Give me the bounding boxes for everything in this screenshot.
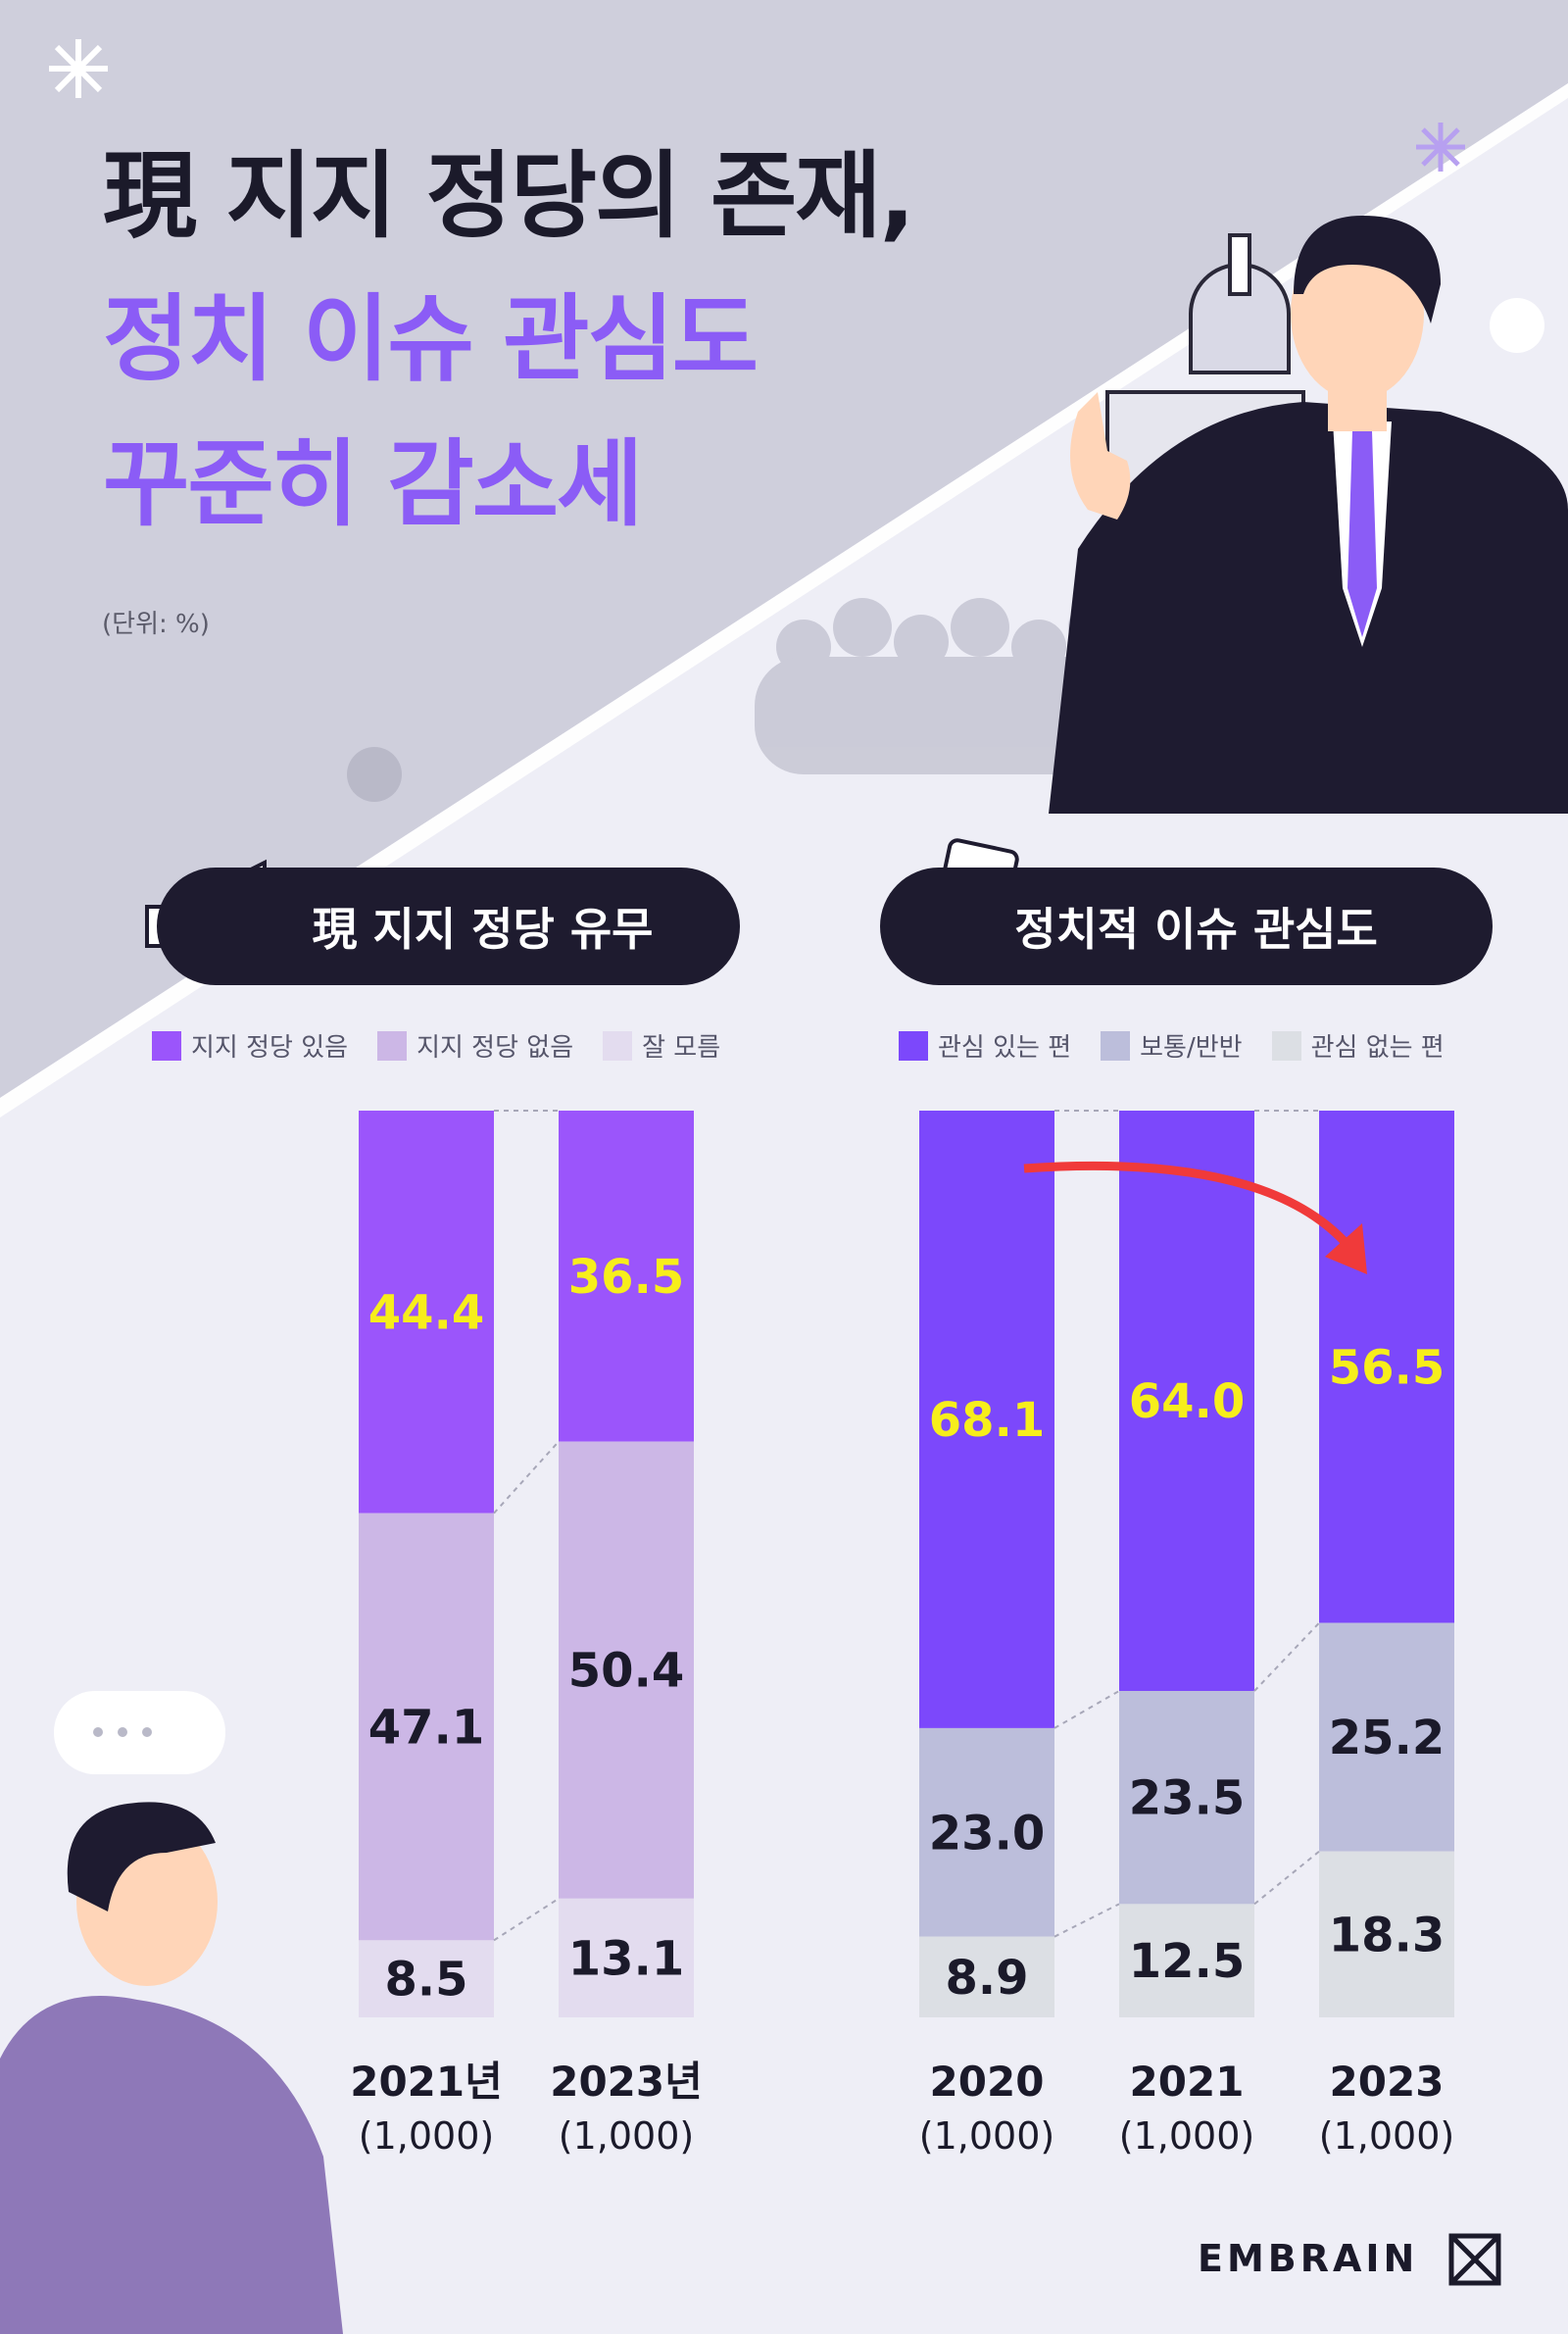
data-label: 23.0 [929, 1806, 1045, 1861]
chart2-title-pill: 정치적 이슈 관심도 [880, 868, 1493, 985]
brand-logo-text: EMBRAIN [1198, 2237, 1419, 2280]
category-label: 2023년 [550, 2058, 703, 2106]
young-man-illustration [0, 1802, 343, 2334]
chart1-title-pill: 現 지지 정당 유무 [157, 868, 740, 985]
snowflake-icon [1416, 123, 1465, 172]
bar-segment [1319, 1851, 1454, 2017]
data-label: 50.4 [568, 1644, 684, 1699]
data-label: 8.9 [945, 1951, 1028, 2006]
bar-segment [1319, 1111, 1454, 1623]
data-label: 23.5 [1129, 1771, 1245, 1826]
data-label: 44.4 [368, 1285, 484, 1340]
data-label: 56.5 [1329, 1340, 1445, 1395]
trend-arrow [1023, 1161, 1351, 1249]
legend-swatch [377, 1030, 408, 1061]
legend-label: 잘 모름 [642, 1033, 721, 1063]
bar-segment [919, 1727, 1054, 1937]
legend-item: 잘 모름 [603, 1027, 720, 1064]
brand-logo-icon [1448, 2233, 1501, 2286]
page-title-line3: 꾸준히 감소세 [103, 429, 643, 539]
chart1-title: 現 지지 정당 유무 [312, 903, 654, 956]
bar-segment [1119, 1111, 1254, 1691]
data-label: 13.1 [568, 1931, 684, 1986]
snowflake-icon [49, 39, 108, 98]
page-title-line1: 現 지지 정당의 존재, [103, 141, 915, 251]
sample-size-label: (1,000) [1119, 2114, 1254, 2158]
data-label: 68.1 [929, 1393, 1045, 1448]
legend-item: 관심 없는 편 [1271, 1027, 1445, 1064]
bar-segment [919, 1936, 1054, 2017]
bar-segment [359, 1940, 494, 2017]
category-label: 2020 [930, 2058, 1045, 2106]
legend-label: 지지 정당 없음 [416, 1033, 574, 1063]
legend-label: 관심 없는 편 [1310, 1033, 1445, 1063]
legend-swatch [899, 1030, 928, 1061]
bar-segment [1119, 1691, 1254, 1905]
data-label: 36.5 [568, 1250, 684, 1305]
unit-note: (단위: %) [102, 610, 210, 639]
legend-item: 보통/반반 [1101, 1027, 1243, 1064]
category-label: 2023 [1330, 2058, 1445, 2106]
data-label: 18.3 [1329, 1908, 1445, 1962]
legend-swatch [152, 1030, 181, 1061]
connector-line [1054, 1690, 1120, 1729]
connector-line [493, 1440, 560, 1515]
legend-item: 지지 정당 있음 [152, 1027, 348, 1064]
bar-segment [559, 1441, 694, 1899]
connector-line [1253, 1850, 1320, 1906]
data-label: 25.2 [1329, 1711, 1445, 1765]
bar-segment [559, 1898, 694, 2017]
data-label: 47.1 [368, 1701, 484, 1756]
legend-label: 보통/반반 [1140, 1033, 1243, 1063]
legend-swatch [603, 1030, 633, 1061]
bar-segment [1319, 1622, 1454, 1852]
connector-line [1054, 1903, 1120, 1938]
page-title-line2: 정치 이슈 관심도 [103, 284, 759, 394]
legend-label: 관심 있는 편 [938, 1033, 1072, 1063]
legend-item: 관심 있는 편 [899, 1027, 1071, 1064]
chart1-legend: 지지 정당 있음 지지 정당 없음 잘 모름 [152, 1027, 720, 1064]
bar-segment [359, 1111, 494, 1514]
chart2-legend: 관심 있는 편 보통/반반 관심 없는 편 [899, 1027, 1445, 1064]
category-label: 2021년 [350, 2058, 503, 2106]
legend-swatch [1271, 1030, 1301, 1061]
speech-bubble [54, 1691, 225, 1774]
legend-label: 지지 정당 있음 [191, 1033, 349, 1063]
bar-segment [359, 1513, 494, 1941]
chart2-title: 정치적 이슈 관심도 [1014, 903, 1378, 956]
bar-segment [559, 1111, 694, 1442]
connector-line [1253, 1621, 1320, 1692]
data-label: 64.0 [1129, 1374, 1245, 1429]
sample-size-label: (1,000) [1319, 2114, 1454, 2158]
legend-swatch [1101, 1030, 1131, 1061]
sample-size-label: (1,000) [359, 2114, 494, 2158]
bar-segment [919, 1111, 1054, 1728]
data-label: 12.5 [1129, 1934, 1245, 1989]
sample-size-label: (1,000) [559, 2114, 694, 2158]
businessman-illustration [1049, 216, 1568, 814]
data-label: 8.5 [384, 1953, 467, 2008]
bar-segment [1119, 1904, 1254, 2017]
sample-size-label: (1,000) [919, 2114, 1054, 2158]
connector-line [493, 1897, 560, 1942]
legend-item: 지지 정당 없음 [377, 1027, 573, 1064]
category-label: 2021 [1130, 2058, 1245, 2106]
trend-arrow-head [1325, 1223, 1367, 1274]
